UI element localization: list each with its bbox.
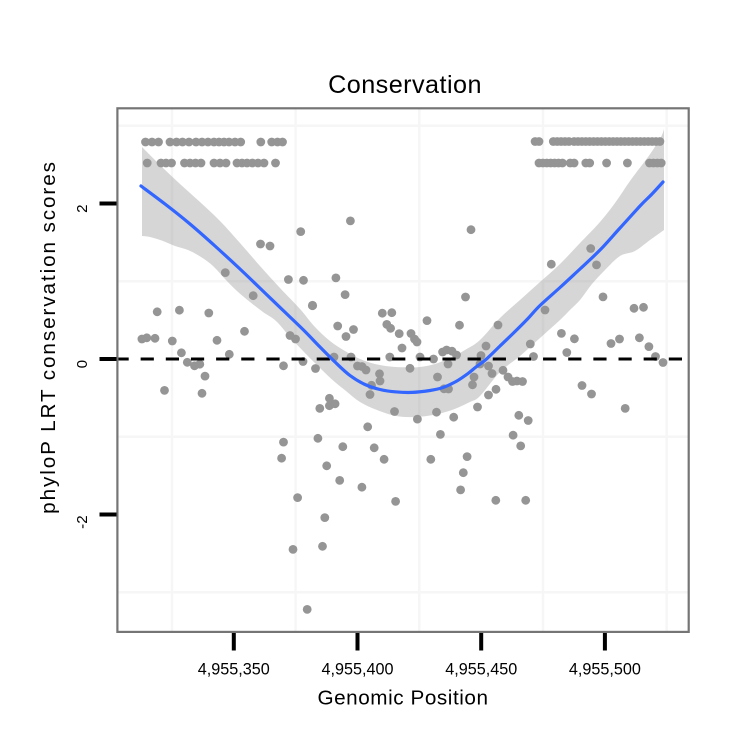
svg-text:-2: -2: [74, 515, 91, 529]
svg-text:4,955,450: 4,955,450: [445, 661, 517, 679]
svg-text:0: 0: [74, 360, 91, 368]
svg-text:4,955,500: 4,955,500: [569, 661, 641, 679]
svg-text:Genomic Position: Genomic Position: [317, 687, 488, 710]
svg-text:4,955,350: 4,955,350: [198, 661, 270, 679]
svg-text:Conservation: Conservation: [328, 71, 482, 99]
svg-text:2: 2: [74, 204, 91, 212]
svg-text:phyloP LRT conservation scores: phyloP LRT conservation scores: [37, 160, 60, 514]
svg-text:4,955,400: 4,955,400: [321, 661, 393, 679]
